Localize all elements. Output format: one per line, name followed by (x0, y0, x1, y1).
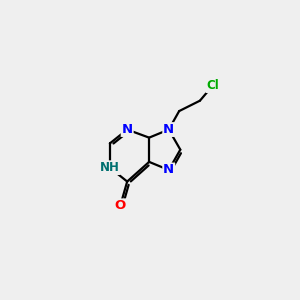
Text: N: N (122, 123, 133, 136)
Text: N: N (163, 123, 174, 136)
Text: Cl: Cl (206, 79, 219, 92)
Text: N: N (163, 164, 174, 176)
Text: NH: NH (100, 161, 120, 174)
Text: O: O (115, 199, 126, 212)
